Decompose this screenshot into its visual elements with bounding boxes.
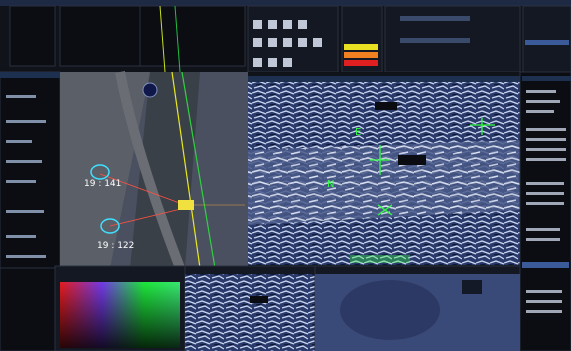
track-label: 19 : 122 bbox=[97, 241, 134, 251]
track-label: 19 : 141 bbox=[84, 179, 121, 189]
right-panel bbox=[519, 71, 571, 351]
overlay-marker: N bbox=[327, 179, 334, 190]
map-view: 19 : 141 19 : 122 bbox=[60, 71, 248, 270]
bottom-panels bbox=[0, 265, 521, 351]
video-view: E N bbox=[248, 72, 520, 268]
left-panel bbox=[0, 71, 61, 269]
top-toolbar bbox=[0, 0, 571, 73]
overlay-marker: E bbox=[355, 127, 361, 138]
